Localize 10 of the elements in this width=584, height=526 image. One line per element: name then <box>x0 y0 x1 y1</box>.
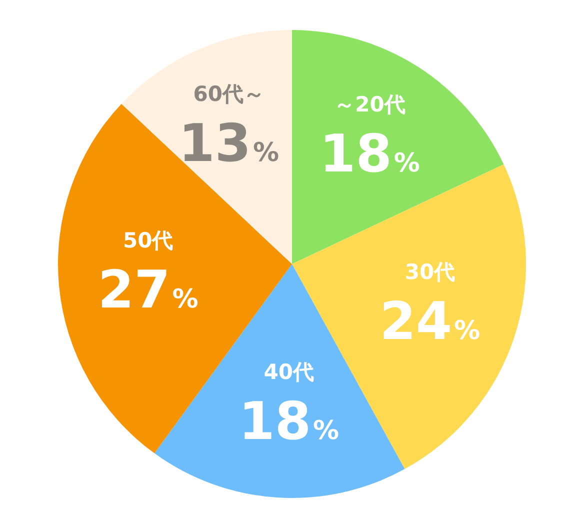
slice-label: ～20代 <box>334 92 406 117</box>
data-label: 18% <box>320 124 420 185</box>
slice-label: 40代 <box>264 360 314 384</box>
data-label: 27% <box>98 260 198 321</box>
slice-label: 50代 <box>123 228 174 253</box>
slice-label: 30代 <box>404 260 456 284</box>
data-label: 13% <box>178 114 280 174</box>
data-label: 24% <box>380 292 480 352</box>
slice-label: 60代～ <box>193 82 264 106</box>
data-label: 18% <box>238 392 340 452</box>
